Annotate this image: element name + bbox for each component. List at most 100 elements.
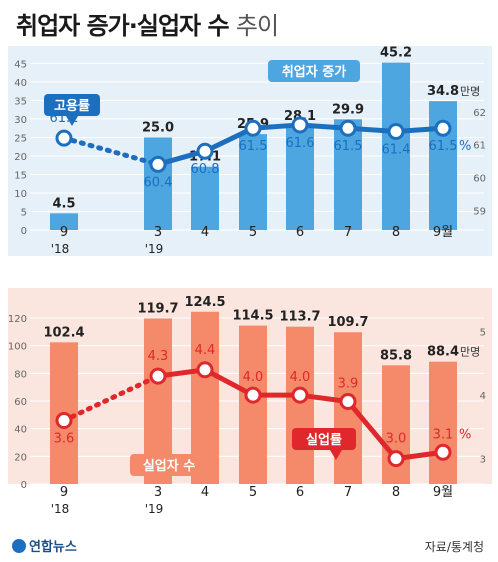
c2-left-tick-label: 20 [14,452,27,463]
c1-x-tick-label: 9월 [433,225,453,240]
c2-x-tick-label: 9 [60,485,68,500]
c1-right-tick-label: 59 [473,206,486,217]
unemployment-rate-legend-box [292,428,356,450]
c2-right-tick-label: 4 [480,391,486,402]
source-note: 자료/통계청 [424,540,484,554]
c2-left-tick-label: 120 [8,314,27,325]
c2-line-unit-label: % [459,427,471,442]
c2-bar-value-label: 85.8 [380,348,412,363]
c1-line-point [291,116,309,134]
employment-rate-legend-box [44,94,100,116]
c2-line-dotted-segment [61,373,161,424]
c2-line-point [434,443,452,461]
c2-left-tick-label: 80 [14,369,27,380]
c1-x-tick-label: 3 [154,225,162,240]
c1-x-tick-label: 6 [296,225,304,240]
c1-bar-unit-label: 만명 [460,85,480,98]
c2-bar-value-label: 114.5 [232,309,273,324]
c1-x-tick-label: 9 [60,225,68,240]
c1-bar [144,137,172,230]
c2-line-value-label: 3.9 [338,377,359,392]
c2-x-tick-sublabel: '18 [51,502,70,516]
c2-line-point [387,450,405,468]
c2-bar [239,325,267,484]
c1-x-tick-label: 7 [344,225,352,240]
c2-line-value-label: 4.0 [243,370,264,385]
c2-x-tick-sublabel: '19 [145,502,164,516]
c1-line-value-label: 60.4 [144,175,173,190]
employment-increase-legend-box [268,60,360,82]
c1-x-tick-label: 4 [201,225,209,240]
c1-line-unit-label: % [459,139,471,154]
c2-line-value-label: 3.0 [386,432,407,447]
page-title: 취업자 증가·실업자 수 추이 [16,6,279,41]
c1-bar-value-label: 29.9 [332,102,364,117]
employment-increase-legend-label: 취업자 증가 [282,64,346,80]
c2-x-tick-label: 6 [296,485,304,500]
c1-right-tick-label: 62 [473,108,486,119]
c1-line-dotted-segment [61,135,161,167]
c2-bar [429,361,457,484]
title-sub: 추이 [235,12,279,40]
c1-bar [286,125,314,230]
c2-left-tick-label: 60 [14,397,27,408]
c2-line-value-label: 3.6 [54,432,75,447]
c1-line-point [55,129,73,147]
c2-line-point [196,361,214,379]
c2-x-tick-label: 5 [249,485,257,500]
c1-bar [239,134,267,230]
c1-bar [334,119,362,230]
c1-left-tick-label: 10 [14,189,27,200]
employment-rate-legend-label: 고용률 [54,98,90,114]
unemployment-rate-legend-label: 실업률 [306,432,342,448]
logo-mark-icon [12,539,26,553]
unemployed-count-legend-box [130,454,208,476]
c1-right-tick-label: 61 [473,141,486,152]
c1-x-tick-label: 5 [249,225,257,240]
c1-line-point [339,119,357,137]
c1-bar [382,62,410,230]
c2-x-tick-label: 8 [392,485,400,500]
c2-bar [286,326,314,484]
logo-text: 연합뉴스 [29,540,77,555]
c2-line-value-label: 4.0 [290,370,311,385]
employment-rate-legend-pointer [66,116,78,126]
c2-x-tick-label: 7 [344,485,352,500]
c1-bar-value-label: 4.5 [52,196,75,211]
yonhap-logo: 연합뉴스 [12,536,77,555]
c1-x-tick-sublabel: '18 [51,242,70,256]
c2-right-tick-label: 3 [480,455,486,466]
c1-left-tick-label: 35 [14,96,27,107]
c1-line-point [149,155,167,173]
c1-line-point [387,123,405,141]
c2-bar-value-label: 113.7 [279,310,320,325]
c1-left-tick-label: 40 [14,78,27,89]
c1-bar [50,213,78,230]
c2-bar-value-label: 109.7 [327,315,368,330]
c2-bar-value-label: 102.4 [43,325,84,340]
c1-left-tick-label: 15 [14,170,27,181]
c1-left-tick-label: 20 [14,152,27,163]
c1-line-value-label: 61.5 [429,139,458,154]
c2-x-tick-label: 4 [201,485,209,500]
c2-right-tick-label: 5 [480,328,486,339]
c1-right-tick-label: 60 [473,173,486,184]
c1-left-tick-label: 0 [21,226,27,237]
unemployment-rate-legend-pointer [330,450,342,460]
c2-bar-value-label: 88.4 [427,345,459,360]
c1-line-value-label: 61.5 [334,139,363,154]
c1-x-tick-label: 8 [392,225,400,240]
c1-line-value-label: 61.4 [382,143,411,158]
c1-bar-value-label: 25.0 [142,120,174,135]
c1-line-value-label: 61.6 [286,136,315,151]
c2-line-value-label: 4.4 [195,343,216,358]
c2-bar-unit-label: 만명 [460,346,480,359]
c1-line-point [434,119,452,137]
c1-left-tick-label: 5 [21,207,27,218]
c1-bar-value-label: 45.2 [380,46,412,61]
c2-x-tick-label: 9월 [433,485,453,500]
c2-bar-value-label: 119.7 [137,301,178,316]
c1-line-value-label: 61.5 [239,139,268,154]
c2-bar-value-label: 124.5 [184,295,225,310]
